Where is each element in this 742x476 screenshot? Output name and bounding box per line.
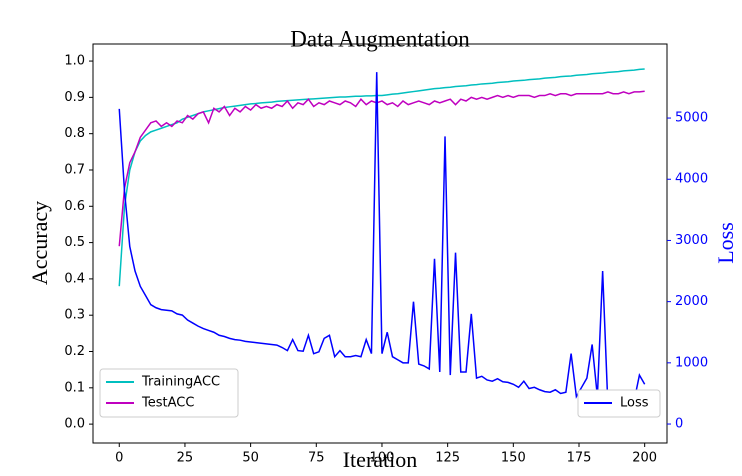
y-tick-label: 0.5 [64, 235, 85, 250]
y-tick-label: 0.3 [64, 308, 85, 323]
y-tick-label: 0.0 [64, 417, 85, 432]
y2-tick-label: 5000 [675, 111, 708, 126]
y2-tick-label: 3000 [675, 233, 708, 248]
x-tick-label: 125 [435, 451, 460, 466]
y-tick-label: 0.6 [64, 199, 85, 214]
x-axis-label: Iteration [343, 447, 418, 472]
legend-box [99, 368, 239, 418]
x-tick-label: 50 [242, 451, 259, 466]
x-tick-label: 100 [370, 451, 395, 466]
data-line [118, 68, 645, 287]
x-tick-label: 0 [115, 451, 123, 466]
x-tick-label: 150 [501, 451, 526, 466]
x-tick-label: 175 [567, 451, 592, 466]
x-tick-label: 75 [308, 451, 325, 466]
y-tick-label: 0.8 [64, 126, 85, 141]
y-tick-label: 0.1 [64, 380, 85, 395]
x-tick-label: 25 [177, 451, 194, 466]
data-line [118, 72, 646, 409]
y-tick-label: 0.4 [64, 271, 85, 286]
y-tick-label: 1.0 [64, 54, 85, 69]
y2-tick-label: 4000 [675, 172, 708, 187]
legend-label: Loss [620, 396, 649, 411]
y-tick-label: 0.9 [64, 90, 85, 105]
y2-tick-label: 1000 [675, 355, 708, 370]
data-line [118, 90, 645, 247]
y-tick-label: 0.7 [64, 162, 85, 177]
x-tick-label: 200 [632, 451, 657, 466]
legend-label: TestACC [141, 396, 194, 411]
y2-tick-label: 0 [675, 417, 683, 432]
legend-box [577, 389, 661, 418]
y-axis-label: Accuracy [27, 201, 52, 285]
plot-frame [92, 43, 668, 444]
y2-tick-label: 2000 [675, 294, 708, 309]
y2-axis-label: Loss [713, 222, 738, 264]
chart-title: Data Augmentation [290, 26, 470, 51]
legend-label: TrainingACC [141, 375, 220, 390]
y-tick-label: 0.2 [64, 344, 85, 359]
